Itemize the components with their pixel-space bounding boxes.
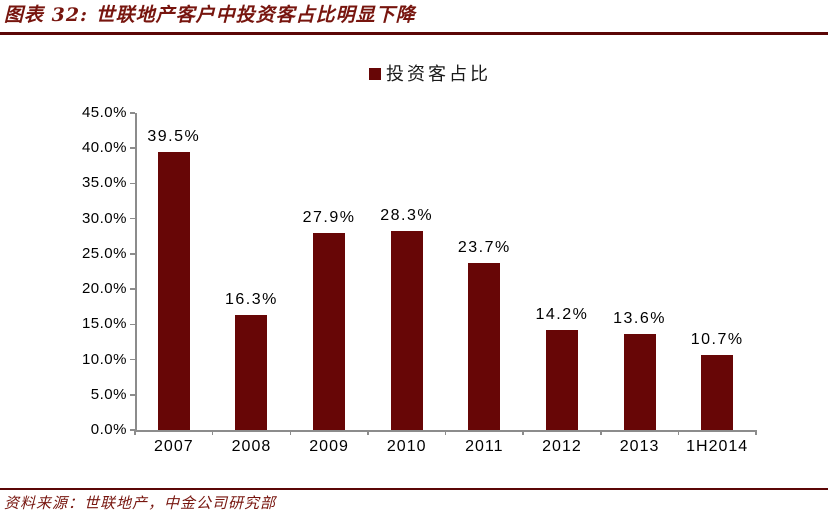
y-tick-label: 45.0% [81, 104, 127, 121]
y-tick [130, 394, 135, 396]
bar [701, 354, 734, 430]
y-tick-label: 10.0% [81, 350, 127, 368]
y-tick-label: 35.0% [81, 174, 127, 192]
bar [545, 329, 578, 430]
bar-value-label: 16.3% [225, 291, 278, 309]
x-category-label: 2010 [386, 438, 427, 455]
x-tick [134, 430, 136, 435]
bar-value-label: 10.7% [690, 330, 744, 348]
y-tick [130, 112, 135, 114]
bar [623, 334, 656, 430]
x-tick [211, 430, 214, 435]
title-rule [0, 32, 828, 35]
x-category-label: 2013 [619, 438, 660, 455]
x-category-label: 2012 [542, 438, 582, 455]
x-tick [522, 430, 524, 435]
bar-value-label: 13.6% [613, 310, 666, 328]
bar [157, 151, 190, 430]
x-tick [444, 430, 447, 435]
y-axis-line [135, 113, 137, 431]
x-category-label: 2008 [231, 438, 272, 455]
y-tick-label: 25.0% [81, 244, 127, 262]
y-tick [130, 147, 135, 149]
y-tick-label: 0.0% [90, 421, 127, 438]
y-tick [130, 217, 135, 220]
bar-value-label: 28.3% [380, 206, 434, 224]
y-tick-label: 5.0% [90, 385, 127, 403]
x-category-label: 1H2014 [686, 438, 749, 455]
x-category-label: 2007 [154, 438, 194, 455]
source-rule [0, 488, 828, 490]
y-tick-label: 15.0% [81, 315, 127, 333]
bar-value-label: 27.9% [302, 209, 356, 227]
bar [235, 315, 268, 430]
figure-title: 图表 32: 世联地产客户中投资客占比明显下降 [4, 4, 416, 26]
y-tick-label: 40.0% [81, 139, 127, 157]
legend: 投资客占比 [135, 64, 725, 86]
x-tick [755, 430, 757, 435]
y-tick [130, 358, 135, 361]
bar-value-label: 14.2% [535, 305, 589, 323]
y-tick [130, 288, 135, 290]
bar [468, 263, 501, 430]
x-tick [367, 430, 369, 435]
x-tick [677, 430, 680, 435]
y-tick [130, 429, 135, 431]
y-tick [130, 253, 135, 255]
bar-value-label: 23.7% [457, 239, 511, 257]
y-tick-label: 20.0% [81, 280, 127, 298]
bar-value-label: 39.5% [147, 127, 201, 145]
x-category-label: 2009 [309, 438, 349, 455]
bar [313, 233, 346, 430]
x-tick [600, 430, 602, 435]
y-tick [130, 323, 135, 326]
x-category-label: 2011 [465, 438, 504, 455]
bar [390, 230, 423, 430]
legend-label: 投资客占比 [386, 64, 491, 85]
y-tick-label: 30.0% [81, 209, 127, 227]
legend-swatch-icon [369, 68, 381, 80]
x-tick [289, 430, 291, 435]
y-tick [130, 182, 135, 185]
source-note: 资料来源：世联地产，中金公司研究部 [4, 494, 277, 512]
